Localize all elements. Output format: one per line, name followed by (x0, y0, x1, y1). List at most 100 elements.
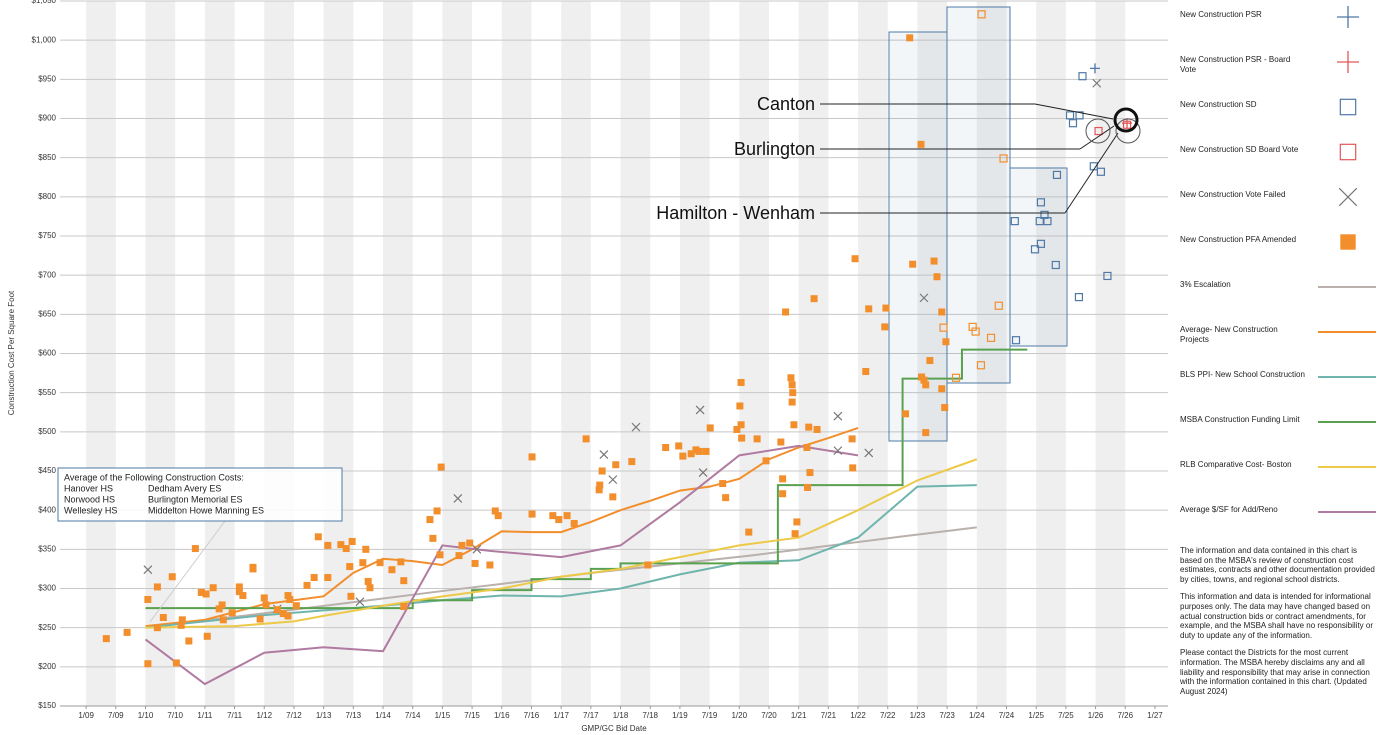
y-tick-label: $1,050 (32, 0, 57, 5)
open-square-marker (976, 361, 986, 370)
note-box-item: Dedham Avery ES (148, 483, 221, 493)
x-marker (1092, 78, 1102, 88)
square-marker (397, 558, 405, 566)
square-marker (228, 609, 236, 617)
square-marker (185, 637, 193, 645)
leader-line (1034, 103, 1114, 120)
highlight-circle (1115, 118, 1141, 144)
y-tick-label: $650 (38, 309, 56, 318)
open-square-marker (971, 327, 980, 336)
series-line (145, 458, 978, 629)
square-marker (926, 357, 934, 365)
square-marker (851, 255, 859, 263)
legend-symbol (1318, 286, 1376, 288)
y-tick-label: $1,000 (32, 35, 57, 44)
legend-label: Average- New Construction Projects (1180, 325, 1278, 344)
x-tick-label: 7/19 (702, 711, 718, 720)
square-marker (348, 538, 356, 545)
open-square-marker (1035, 217, 1044, 226)
x-tick-label: 1/20 (731, 711, 747, 720)
x-tick-label: 1/21 (791, 711, 807, 720)
note-box-item: Hanover HS (64, 483, 113, 493)
y-tick-label: $150 (38, 701, 56, 710)
square-marker (471, 559, 479, 567)
legend-item: BLS PPI- New School Construction (1180, 370, 1380, 410)
legend-symbol (1318, 331, 1376, 333)
square-marker (803, 444, 811, 451)
square-marker (239, 592, 247, 600)
y-tick-label: $550 (38, 388, 56, 397)
square-marker (455, 552, 463, 560)
x-axis-label: GMP/GC Bid Date (581, 724, 647, 733)
x-tick-label: 1/14 (375, 711, 391, 720)
x-marker (698, 468, 708, 477)
square-marker (806, 469, 814, 477)
square-marker (364, 577, 372, 585)
x-tick-label: 7/18 (642, 711, 658, 720)
x-tick-label: 1/13 (316, 711, 332, 720)
open-square-marker (1122, 120, 1132, 129)
open-square-marker (1096, 167, 1106, 176)
legend-symbol (1318, 511, 1376, 513)
square-marker (178, 616, 186, 624)
legend-symbol (1337, 6, 1359, 28)
annotation-label: Hamilton - Wenham (656, 203, 815, 223)
legend-item: MSBA Construction Funding Limit (1180, 415, 1380, 455)
open-square-marker (999, 154, 1008, 163)
square-marker (153, 583, 161, 591)
square-marker (762, 457, 770, 465)
x-tick-label: 7/23 (939, 711, 955, 720)
footnote: The information and data contained in th… (1180, 546, 1375, 584)
y-tick-label: $800 (38, 192, 56, 201)
highlight-box (888, 31, 948, 442)
square-marker (779, 490, 787, 498)
square-marker (933, 273, 941, 281)
open-square-marker (977, 10, 986, 19)
open-square-marker (1078, 72, 1087, 81)
plus-marker (1089, 63, 1100, 74)
legend-label: BLS PPI- New School Construction (1180, 370, 1305, 379)
y-tick-label: $400 (38, 505, 56, 514)
note-box (57, 467, 343, 522)
annotation-label: Canton (757, 94, 815, 114)
square-marker (737, 421, 745, 429)
square-marker (922, 381, 930, 389)
legend-item: New Construction Vote Failed (1180, 187, 1380, 230)
series-line (145, 426, 859, 628)
square-marker (810, 295, 818, 303)
x-tick-label: 1/25 (1028, 711, 1044, 720)
x-marker (599, 450, 609, 459)
square-marker (197, 588, 205, 596)
square-marker (736, 402, 744, 410)
square-marker (433, 507, 441, 515)
square-marker (429, 534, 437, 542)
x-tick-label: 1/22 (850, 711, 866, 720)
legend-symbol (1339, 98, 1357, 116)
legend-label: MSBA Construction Funding Limit (1180, 415, 1300, 424)
square-marker (598, 467, 606, 475)
note-box-item: Norwood HS (64, 494, 115, 504)
x-tick-label: 1/15 (435, 711, 451, 720)
x-marker (355, 597, 365, 607)
square-marker (849, 464, 857, 472)
x-tick-label: 7/15 (464, 711, 480, 720)
square-marker (782, 308, 790, 316)
square-marker (284, 592, 292, 600)
series-line (145, 484, 977, 629)
x-marker (833, 411, 843, 421)
legend-item: New Construction PSR - Board Vote (1180, 51, 1380, 95)
square-marker (788, 398, 796, 406)
square-marker (805, 423, 813, 431)
connector-line (149, 520, 226, 623)
open-square-marker (1075, 111, 1084, 120)
square-marker (719, 480, 727, 488)
x-tick-label: 7/17 (583, 711, 599, 720)
square-marker (260, 594, 268, 602)
square-marker (644, 561, 652, 569)
x-tick-label: 1/24 (969, 711, 985, 720)
open-square-marker (1043, 217, 1052, 226)
open-square-marker (1052, 170, 1062, 179)
square-marker (279, 610, 287, 618)
leader-line (1064, 132, 1119, 214)
x-tick-label: 1/18 (613, 711, 629, 720)
